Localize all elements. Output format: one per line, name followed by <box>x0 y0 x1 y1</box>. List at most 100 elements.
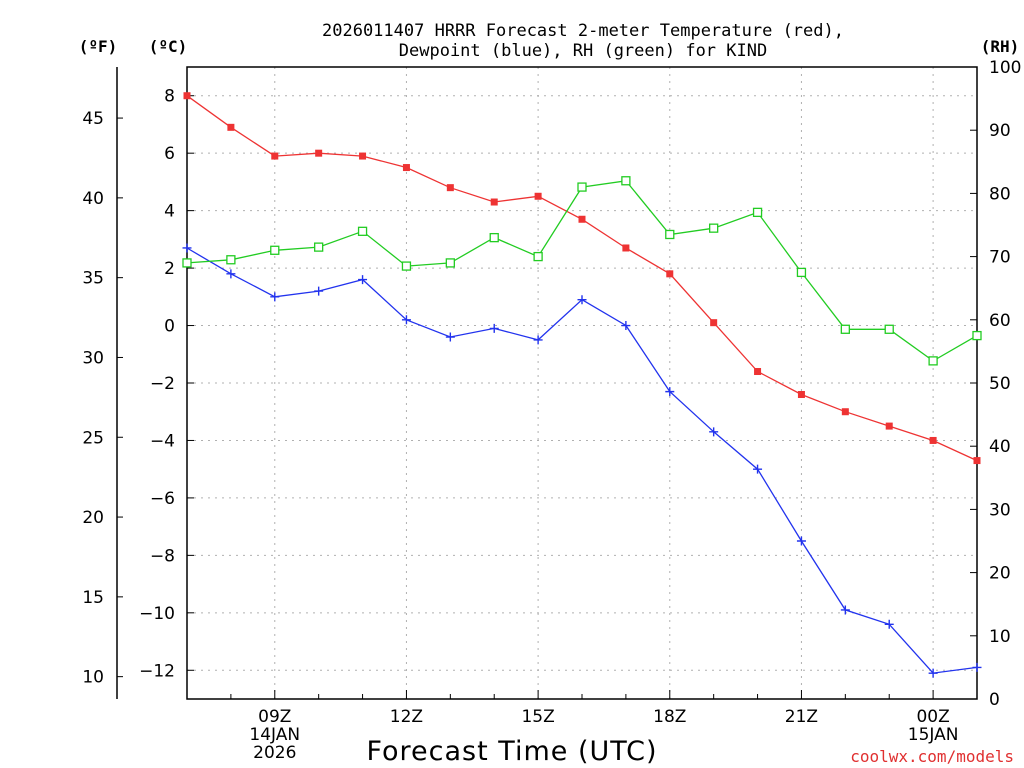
rh-tick-label: 50 <box>989 374 1011 394</box>
series-dewpoint <box>182 243 982 678</box>
temperature-point <box>710 319 718 327</box>
dewpoint-point <box>445 332 455 342</box>
fahrenheit-tick-label: 40 <box>82 189 104 209</box>
rh-point <box>489 232 499 243</box>
rh-point <box>928 356 938 366</box>
rh-point <box>796 267 807 278</box>
rh-point <box>226 255 236 265</box>
celsius-tick-label: −4 <box>150 431 175 451</box>
dewpoint-point <box>577 295 587 305</box>
dewpoint-point <box>840 605 850 615</box>
temperature-point <box>402 164 410 172</box>
temperature-point <box>183 92 191 100</box>
temperature-point <box>315 149 323 157</box>
time-tick-label: 09Z <box>258 707 291 727</box>
temperature-point <box>622 244 630 252</box>
rh-point <box>270 245 280 255</box>
time-tick-label: 15Z <box>521 707 554 727</box>
dewpoint-point <box>533 335 543 345</box>
dewpoint-point <box>753 464 763 474</box>
temperature-point <box>271 152 279 160</box>
celsius-tick-label: 2 <box>164 259 175 279</box>
rh-point <box>357 226 368 236</box>
temperature-point <box>885 422 893 430</box>
dewpoint-point <box>270 292 280 302</box>
temperature-point <box>534 192 542 200</box>
dewpoint-point <box>358 275 368 285</box>
dewpoint-point <box>665 387 675 397</box>
dewpoint-point <box>796 536 806 546</box>
celsius-tick-label: −2 <box>150 374 175 394</box>
time-tick-label: 21Z <box>785 707 818 727</box>
temperature-point <box>666 270 674 278</box>
fahrenheit-tick-label: 30 <box>82 348 104 368</box>
rh-tick-label: 10 <box>989 627 1011 647</box>
series-rh <box>182 176 982 366</box>
rh-point <box>972 330 982 341</box>
temperature-point <box>929 436 937 444</box>
temperature-point <box>841 408 849 416</box>
dewpoint-point <box>226 269 236 279</box>
fahrenheit-tick-label: 45 <box>82 109 104 129</box>
celsius-unit-label: (ºC) <box>149 37 188 56</box>
rh-point <box>533 251 543 262</box>
temperature-point <box>754 368 762 376</box>
time-tick-label: 14JAN <box>249 725 300 745</box>
rh-tick-label: 80 <box>989 184 1011 204</box>
credit-text: coolwx.com/models <box>850 747 1014 766</box>
fahrenheit-axis: 45 40 35 30 25 20 15 10 <box>82 67 123 699</box>
temperature-point <box>797 390 805 398</box>
rh-tick-label: 0 <box>989 690 1000 710</box>
time-tick-label: 00Z <box>916 707 949 727</box>
fahrenheit-unit-label: (ºF) <box>79 37 118 56</box>
temperature-point <box>490 198 498 206</box>
rh-point <box>314 242 324 252</box>
celsius-tick-label: −10 <box>139 604 175 624</box>
rh-point <box>752 207 763 218</box>
rh-point <box>840 324 850 334</box>
fahrenheit-tick-label: 20 <box>82 508 104 528</box>
dewpoint-point <box>928 668 938 678</box>
rh-tick-label: 30 <box>989 500 1011 520</box>
rh-point <box>445 258 455 268</box>
series-temperature <box>183 92 981 465</box>
celsius-tick-label: −8 <box>150 546 175 566</box>
rh-point <box>709 223 719 233</box>
fahrenheit-tick-label: 15 <box>82 588 104 608</box>
celsius-tick-label: 6 <box>164 144 175 164</box>
rh-tick-label: 60 <box>989 311 1011 331</box>
fahrenheit-tick-label: 10 <box>82 668 104 688</box>
celsius-tick-label: −12 <box>139 661 175 681</box>
rh-unit-label: (RH) <box>981 37 1020 56</box>
time-tick-label: 12Z <box>390 707 423 727</box>
celsius-tick-label: −6 <box>150 489 175 509</box>
dewpoint-point <box>709 427 719 437</box>
celsius-tick-label: 4 <box>164 202 175 222</box>
rh-point <box>577 182 587 192</box>
fahrenheit-tick-label: 35 <box>82 269 104 289</box>
series-layer <box>182 92 982 678</box>
time-tick-label: 2026 <box>253 743 296 763</box>
celsius-axis: 8 6 4 2 0 −2 −4 −6 −8 −10 −12 <box>139 87 194 681</box>
time-tick-label: 18Z <box>653 707 686 727</box>
temperature-point <box>359 152 367 160</box>
time-tick-label: 15JAN <box>908 725 959 745</box>
celsius-tick-label: 8 <box>164 87 175 107</box>
temperature-point <box>227 123 235 131</box>
chart-title-line2: Dewpoint (blue), RH (green) for KIND <box>399 41 767 61</box>
dewpoint-point <box>314 286 324 296</box>
rh-point <box>182 258 192 268</box>
temperature-point <box>973 457 981 465</box>
fahrenheit-tick-label: 25 <box>82 428 104 448</box>
chart-title-line1: 2026011407 HRRR Forecast 2-meter Tempera… <box>322 21 844 41</box>
rh-tick-label: 70 <box>989 248 1011 268</box>
rh-tick-label: 40 <box>989 437 1011 457</box>
x-axis-label: Forecast Time (UTC) <box>366 736 657 767</box>
rh-tick-label: 20 <box>989 564 1011 584</box>
dewpoint-point <box>621 321 631 331</box>
dewpoint-point <box>884 619 894 629</box>
celsius-tick-label: 0 <box>164 317 175 337</box>
